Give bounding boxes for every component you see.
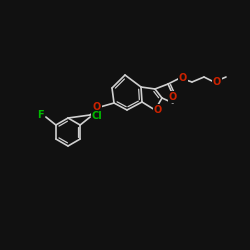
- Text: O: O: [93, 102, 101, 112]
- Text: O: O: [154, 105, 162, 115]
- Text: F: F: [38, 110, 44, 120]
- Text: O: O: [213, 77, 221, 87]
- Text: O: O: [169, 92, 177, 102]
- Text: Cl: Cl: [92, 111, 102, 121]
- Text: O: O: [179, 73, 187, 83]
